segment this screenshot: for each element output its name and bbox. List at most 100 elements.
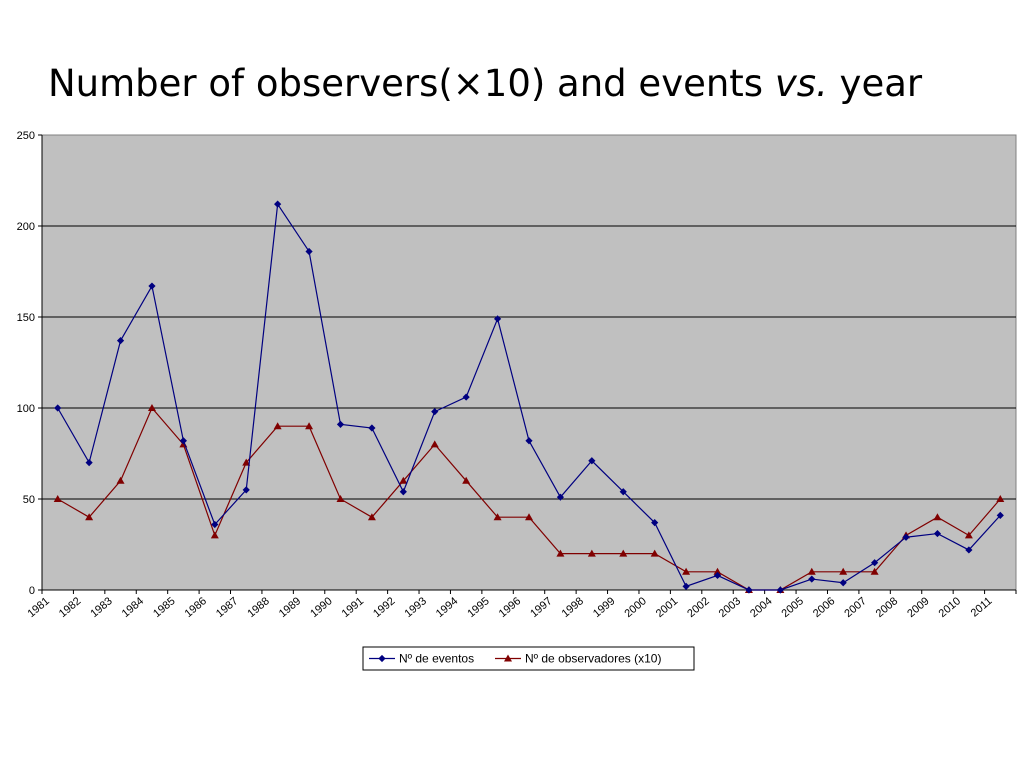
data-point-events-2011 [996,511,1004,519]
legend-box [362,646,695,671]
data-point-observers-1981 [53,495,62,502]
data-point-events-1998 [588,457,596,465]
data-point-events-2000 [651,519,659,527]
data-point-observers-1991 [367,513,376,521]
legend-marker-events [378,654,386,663]
data-point-observers-2011 [996,495,1005,502]
x-tick-label-1993: 1993 [402,595,428,620]
data-point-events-2008 [902,533,910,541]
data-point-events-1986 [211,520,219,529]
data-point-events-2007 [871,559,879,567]
title-main: Number of observers(×10) and events [48,62,775,105]
x-tick-label-2008: 2008 [874,595,900,620]
x-tick-label-2011: 2011 [969,595,995,619]
x-tick-label-1998: 1998 [560,595,586,620]
data-point-events-2005 [808,575,816,583]
data-point-observers-2007 [870,567,879,575]
x-tick-label-2005: 2005 [780,595,806,620]
x-tick-label-2000: 2000 [622,595,648,620]
data-point-observers-2010 [964,531,973,539]
gridlines [42,225,1016,500]
data-point-events-1992 [399,488,407,496]
x-tick-label-1986: 1986 [183,595,209,620]
y-tick-label-150: 150 [17,312,35,324]
x-tick-label-1981: 1981 [25,595,51,620]
data-point-observers-1997 [556,549,565,557]
data-point-events-2010 [965,546,973,554]
data-point-events-1991 [368,424,376,432]
x-axis-ticks: 1981 1982 1983 1984 1985 1986 1987 1988 1989 1990… [25,590,1017,620]
data-point-events-1981 [54,404,62,412]
series-events [54,200,1004,594]
data-point-events-1997 [556,493,565,501]
x-tick-label-2006: 2006 [811,595,837,620]
legend-label-events: Nº de eventos [399,652,474,666]
x-tick-label-1983: 1983 [88,595,114,620]
data-point-observers-1988 [273,422,282,430]
data-point-observers-1999 [619,549,628,557]
x-tick-label-1994: 1994 [434,595,460,620]
x-tick-label-1987: 1987 [214,595,240,620]
slide-title: Number of observers(×10) and events vs. … [48,62,922,105]
title-emphasis: vs. [774,62,828,105]
data-point-events-1990 [336,420,345,428]
data-point-events-2002 [713,571,722,580]
x-tick-label-1996: 1996 [497,595,523,620]
y-tick-label-100: 100 [17,403,35,415]
data-point-observers-2009 [933,513,942,521]
x-tick-label-1988: 1988 [245,595,271,620]
title-end: year [827,62,923,105]
x-tick-label-1997: 1997 [528,595,554,620]
x-tick-label-1995: 1995 [465,595,491,620]
data-point-observers-1982 [85,513,94,521]
data-point-observers-1993 [430,440,439,448]
legend-marker-observers [504,654,512,662]
data-point-observers-1998 [587,549,596,557]
x-tick-label-1984: 1984 [120,595,146,620]
legend: Nº de eventos Nº de observadores (x10) [362,646,695,671]
y-axis-ticks: 0 50 100 150 200 250 [17,130,42,597]
data-point-events-2004 [776,586,784,594]
x-tick-label-1999: 1999 [591,595,617,620]
data-point-observers-2001 [682,567,691,575]
data-point-events-2006 [839,579,847,587]
x-tick-label-2002: 2002 [685,595,711,620]
legend-label-observers: Nº de observadores (x10) [525,652,661,666]
x-tick-label-1982: 1982 [57,595,83,620]
data-point-events-1985 [179,437,187,445]
data-point-observers-1983 [116,476,125,484]
data-point-observers-2006 [839,567,848,575]
x-tick-label-2010: 2010 [937,595,963,620]
x-tick-label-2009: 2009 [905,595,931,620]
x-tick-label-1990: 1990 [308,595,334,620]
x-tick-label-2004: 2004 [748,595,774,620]
axes [41,135,1016,591]
data-point-observers-1984 [147,404,156,411]
data-point-events-1983 [116,337,125,345]
data-point-events-1996 [525,437,533,445]
data-point-events-1994 [462,393,470,401]
data-point-observers-1994 [462,476,471,484]
data-point-observers-2005 [807,567,816,575]
data-point-events-1999 [619,488,627,496]
data-point-observers-1987 [242,458,251,466]
data-point-events-2001 [682,582,690,590]
x-tick-label-1985: 1985 [151,595,177,620]
y-tick-label-250: 250 [17,130,35,142]
data-point-observers-1992 [399,476,408,484]
y-tick-label-50: 50 [23,494,35,506]
x-tick-label-1991: 1991 [340,595,366,620]
x-tick-label-2003: 2003 [717,595,743,620]
data-point-observers-1990 [336,495,345,502]
plot-area [41,134,1017,591]
data-point-events-2003 [745,586,753,594]
x-tick-label-2007: 2007 [842,595,868,620]
data-point-events-1989 [305,247,313,256]
data-point-events-1984 [148,282,156,290]
data-point-events-2009 [933,529,942,538]
data-point-observers-2002 [713,567,722,575]
x-tick-label-1989: 1989 [277,595,303,620]
data-point-observers-1989 [305,422,314,430]
data-point-events-1982 [85,459,93,467]
